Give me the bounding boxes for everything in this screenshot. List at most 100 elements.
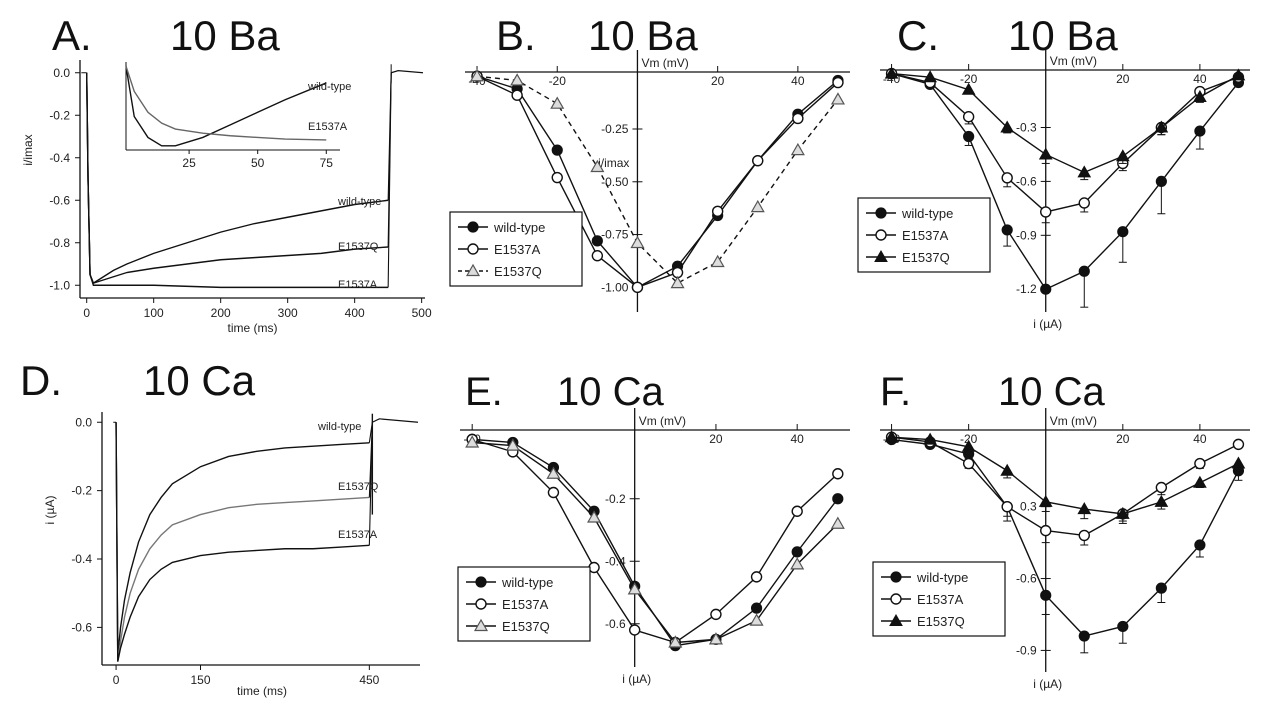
legend-marker: [465, 263, 481, 277]
data-point: [1193, 475, 1207, 488]
data-point: [1040, 206, 1052, 218]
series-e1537q: [465, 435, 845, 648]
panel-a: A. 10 Ba 0.0 -0.2 -0.4 -0.6 -0.8 -1.0 0 100 200 300…: [21, 12, 432, 335]
inset-x-tick-label: 25: [182, 156, 196, 170]
panel-title: 10 Ba: [588, 12, 698, 59]
legend-label: E1537Q: [494, 264, 542, 279]
y-axis-label: i (µA): [622, 672, 651, 686]
x-tick-label: -20: [960, 72, 978, 86]
y-tick-label: -0.2: [71, 484, 92, 498]
data-point: [750, 602, 763, 614]
data-point: [546, 466, 561, 479]
data-point: [590, 159, 605, 173]
data-point: [1232, 438, 1245, 451]
legend-label: E1537A: [502, 597, 549, 612]
data-point: [884, 430, 899, 443]
data-point: [1001, 500, 1013, 513]
panel-letter: A.: [52, 12, 92, 59]
data-point: [832, 76, 844, 89]
data-point: [710, 254, 725, 268]
x-axis-label: Vm (mV): [639, 414, 686, 428]
data-point: [710, 608, 722, 621]
legend-marker: [475, 576, 487, 588]
x-axis-label: Vm (mV): [1050, 414, 1097, 428]
series-line: [476, 75, 839, 289]
data-point: [505, 438, 520, 451]
trace-line: [85, 72, 389, 289]
panel-letter: E.: [465, 370, 503, 414]
trace-line: [115, 422, 370, 655]
y-tick-label: -0.6: [1016, 174, 1037, 188]
x-tick-label: 20: [709, 432, 723, 446]
data-point: [1040, 589, 1052, 601]
inset-x-tick-label: 75: [320, 156, 334, 170]
series-line: [471, 438, 839, 644]
y-tick-label: -0.4: [71, 552, 92, 566]
inset-trace-label: wild-type: [307, 81, 351, 93]
y-tick-label: 0.0: [75, 415, 92, 429]
data-point: [547, 486, 560, 499]
x-tick-label: 150: [190, 673, 210, 687]
panel-title: 10 Ca: [143, 357, 256, 404]
x-tick-label: 450: [359, 673, 379, 687]
inset: 25 50 75 wild-type E1537A: [125, 62, 351, 170]
x-tick-label: -20: [549, 74, 567, 88]
data-point: [923, 70, 937, 83]
tail-trace: [390, 70, 424, 74]
data-point: [587, 510, 602, 523]
x-tick-label: 20: [1116, 432, 1130, 446]
data-point: [628, 624, 641, 636]
y-tick-label: -0.6: [71, 620, 92, 634]
series-line: [891, 72, 1239, 291]
inset-x-tick-label: 50: [251, 156, 265, 170]
data-point: [1194, 457, 1206, 470]
panel-letter: B.: [496, 12, 536, 59]
data-point: [884, 66, 899, 79]
data-point: [832, 493, 844, 505]
y-axis-label: i (µA): [1033, 317, 1062, 331]
data-point: [923, 432, 937, 445]
data-point: [1155, 481, 1168, 494]
series-line: [891, 72, 1239, 213]
inset-trace-label: E1537A: [308, 121, 348, 133]
series-line: [891, 436, 1239, 537]
data-point: [591, 249, 604, 262]
panel-letter: F.: [880, 370, 911, 414]
y-axis-label: i/imax: [598, 156, 629, 170]
x-tick-label: 40: [1193, 432, 1207, 446]
data-point: [791, 505, 803, 517]
data-point: [1078, 265, 1090, 277]
series-line: [891, 72, 1239, 174]
legend-label: wild-type: [901, 206, 953, 221]
data-point: [1115, 506, 1130, 519]
data-point: [631, 281, 644, 294]
y-tick-label: 0.3: [1020, 500, 1037, 514]
x-tick-label: 300: [278, 306, 298, 320]
legend-marker: [875, 207, 887, 219]
data-point: [752, 154, 764, 167]
data-point: [1000, 463, 1015, 476]
y-tick-label: -0.6: [605, 617, 626, 631]
y-tick-label: -0.2: [49, 108, 70, 122]
x-tick-label: 500: [412, 306, 432, 320]
data-point: [750, 199, 765, 213]
data-point: [961, 82, 976, 95]
x-tick-label: 40: [791, 432, 805, 446]
data-point: [550, 96, 565, 109]
data-point: [1077, 165, 1092, 178]
legend-label: E1537Q: [917, 614, 965, 629]
data-point: [792, 112, 804, 125]
data-point: [963, 130, 975, 143]
y-tick-label: 0.0: [53, 66, 70, 80]
legend-label: E1537A: [494, 242, 541, 257]
data-point: [1078, 529, 1090, 542]
data-point: [961, 439, 976, 452]
series-line: [472, 441, 839, 644]
legend-marker: [890, 593, 902, 605]
data-point: [1040, 283, 1052, 295]
y-axis-label: i (µA): [43, 496, 57, 525]
legend-label: E1537Q: [502, 619, 550, 634]
data-point: [962, 457, 975, 470]
data-point: [511, 89, 523, 101]
legend-label: E1537A: [902, 228, 949, 243]
